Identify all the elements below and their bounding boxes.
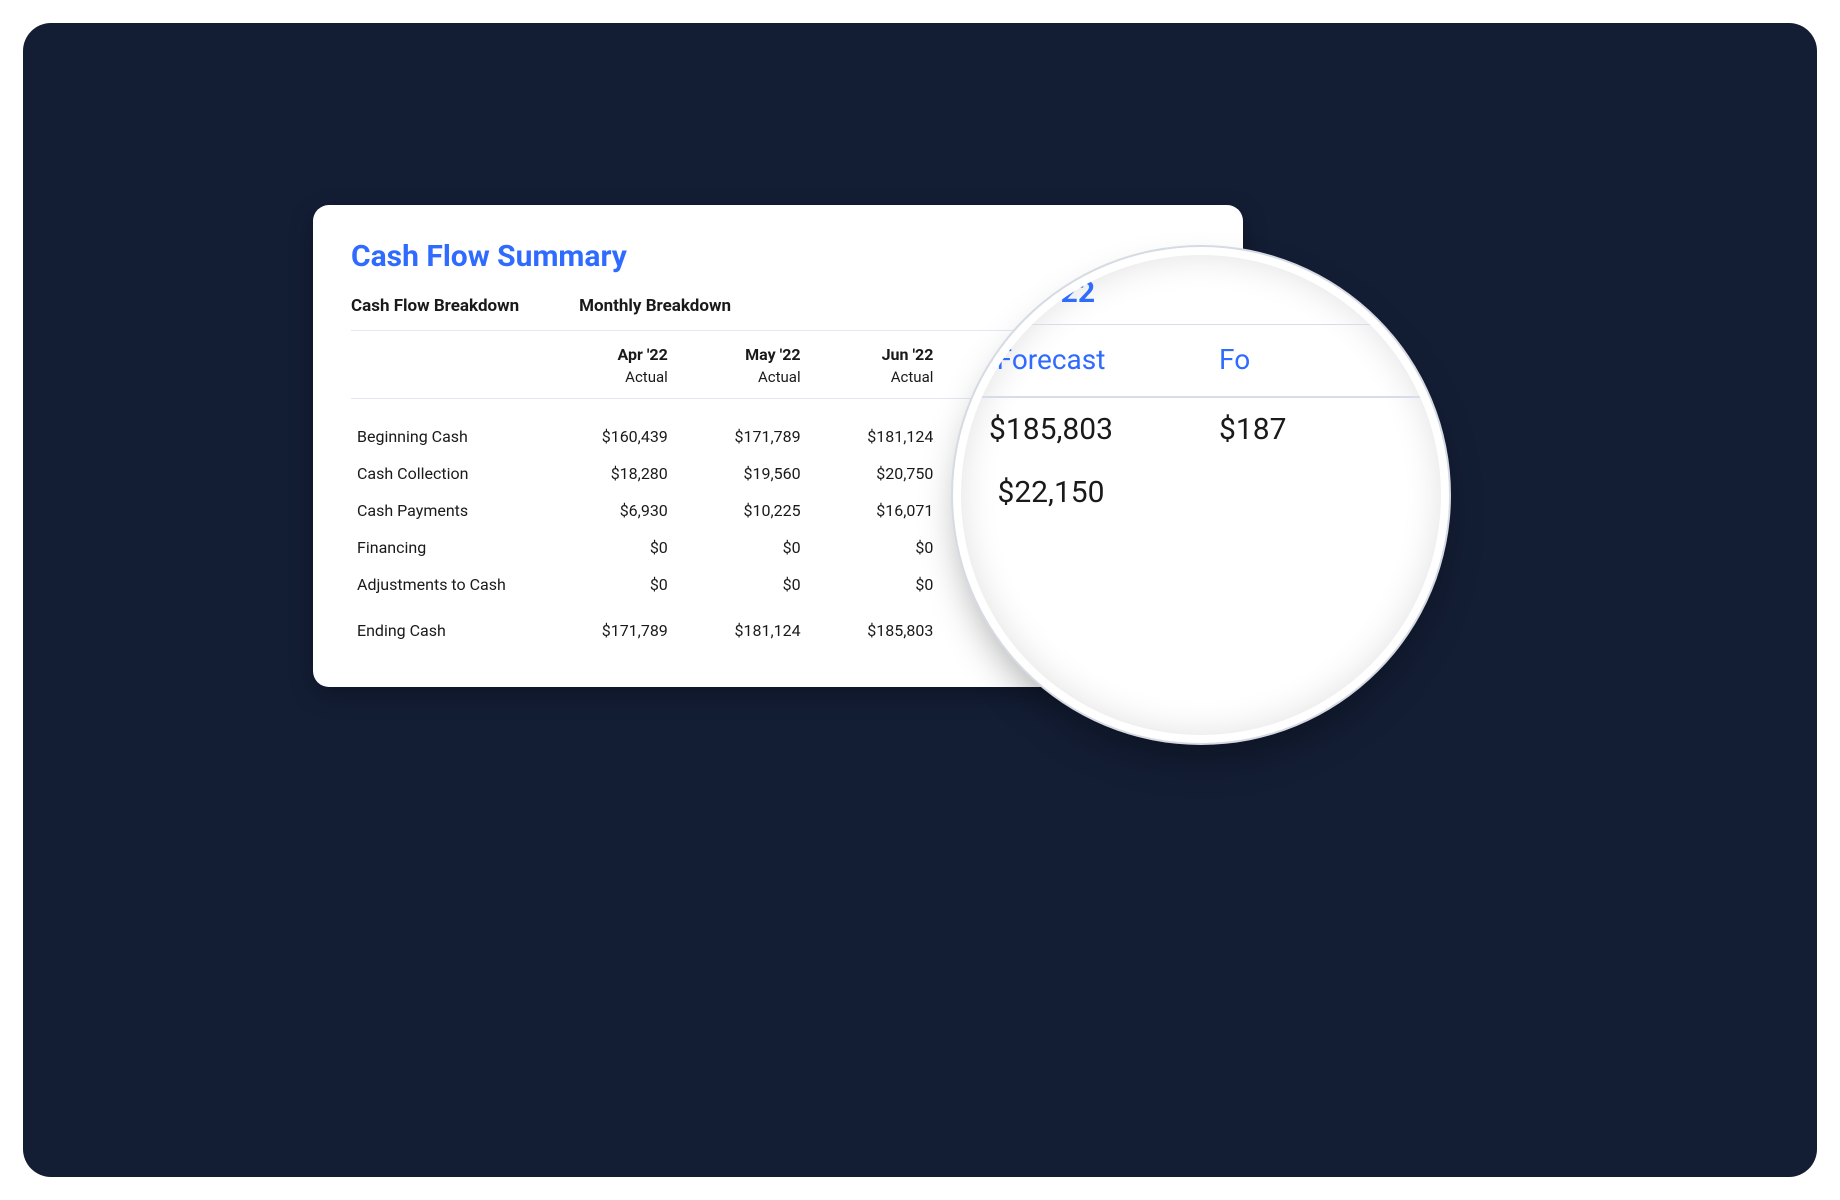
magnifier-lens: Jul '22 al Forecast Fo 124 $185,803 $187…	[961, 255, 1441, 735]
cell: $171,789	[541, 603, 674, 649]
cell: $10,225	[674, 492, 807, 529]
kind-col-2: Actual	[807, 368, 940, 399]
cell: $16,071	[807, 492, 940, 529]
lens-val: $187	[1211, 398, 1441, 461]
cell: $0	[674, 529, 807, 566]
lens-month: Jul '22	[961, 255, 1211, 325]
cell: $0	[541, 529, 674, 566]
kind-col-0: Actual	[541, 368, 674, 399]
lens-val: $185,803	[961, 398, 1211, 461]
row-label: Adjustments to Cash	[351, 566, 541, 603]
lens-kind-center: Forecast	[961, 325, 1211, 398]
kind-col-1: Actual	[674, 368, 807, 399]
cell: $185,803	[807, 603, 940, 649]
month-col-1: May '22	[674, 331, 807, 368]
row-label: Cash Payments	[351, 492, 541, 529]
cell: $171,789	[674, 399, 807, 455]
cell: $181,124	[807, 399, 940, 455]
cell: $6,930	[541, 492, 674, 529]
row-label: Beginning Cash	[351, 399, 541, 455]
cell: $0	[807, 566, 940, 603]
cell: $20,750	[807, 455, 940, 492]
month-col-2: Jun '22	[807, 331, 940, 368]
cell: $0	[541, 566, 674, 603]
cell: $18,280	[541, 455, 674, 492]
magnifier-content: Jul '22 al Forecast Fo 124 $185,803 $187…	[961, 255, 1441, 524]
row-label: Ending Cash	[351, 603, 541, 649]
cell: $160,439	[541, 399, 674, 455]
cell: $19,560	[674, 455, 807, 492]
lens-kind-right: Fo	[1211, 325, 1441, 398]
tab-cash-flow-breakdown[interactable]: Cash Flow Breakdown	[351, 296, 519, 316]
cell: $0	[674, 566, 807, 603]
row-label: Financing	[351, 529, 541, 566]
tab-monthly-breakdown[interactable]: Monthly Breakdown	[579, 296, 731, 316]
cell: $0	[807, 529, 940, 566]
row-label: Cash Collection	[351, 455, 541, 492]
stage-background: Cash Flow Summary Cash Flow Breakdown Mo…	[23, 23, 1817, 1177]
month-col-0: Apr '22	[541, 331, 674, 368]
lens-val: $22,150	[961, 461, 1211, 524]
cell: $181,124	[674, 603, 807, 649]
